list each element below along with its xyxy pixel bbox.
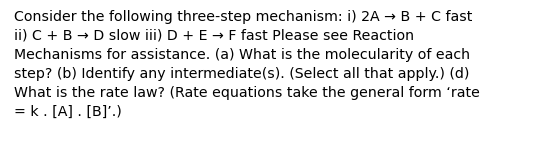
Text: Consider the following three-step mechanism: i) 2A → B + C fast
ii) C + B → D sl: Consider the following three-step mechan… — [14, 10, 480, 119]
